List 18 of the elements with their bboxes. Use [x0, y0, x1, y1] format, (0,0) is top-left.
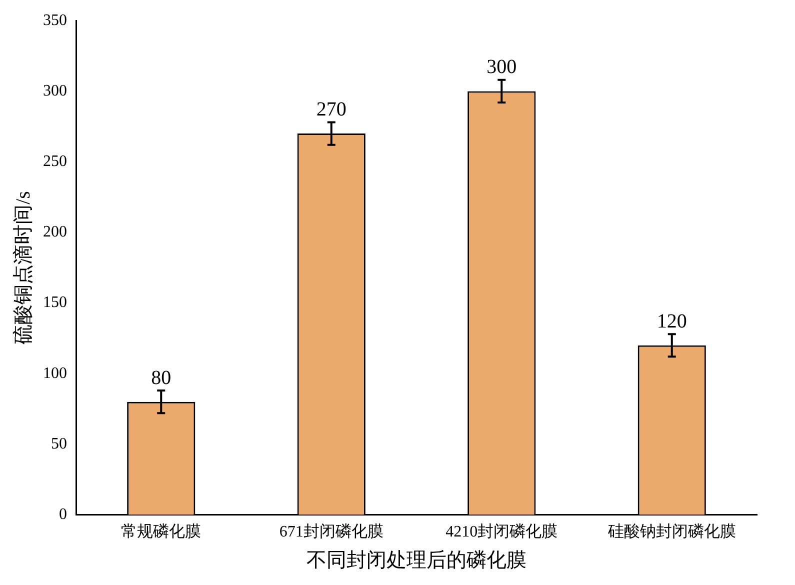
y-tick-label: 250: [43, 153, 67, 170]
y-tick-label: 350: [43, 12, 67, 29]
data-label: 80: [151, 366, 172, 389]
y-axis-title: 硫酸铜点滴时间/s: [12, 190, 34, 344]
y-tick-label: 50: [51, 435, 67, 452]
y-tick-label: 300: [43, 82, 67, 100]
y-tick-label: 150: [43, 294, 67, 312]
data-label: 270: [316, 98, 346, 121]
y-tick-label: 200: [43, 224, 67, 241]
y-tick-label: 100: [43, 364, 67, 382]
data-label: 300: [486, 56, 517, 78]
x-tick-label: 4210封闭磷化膜: [446, 522, 558, 541]
data-label: 120: [656, 310, 687, 332]
x-axis-title: 不同封闭处理后的磷化膜: [306, 549, 526, 572]
x-tick-label: 硅酸钠封闭磷化膜: [606, 522, 736, 541]
y-tick-label: 0: [59, 506, 67, 524]
x-tick-label: 常规磷化膜: [121, 522, 202, 541]
x-tick-label: 671封闭磷化膜: [279, 522, 384, 541]
